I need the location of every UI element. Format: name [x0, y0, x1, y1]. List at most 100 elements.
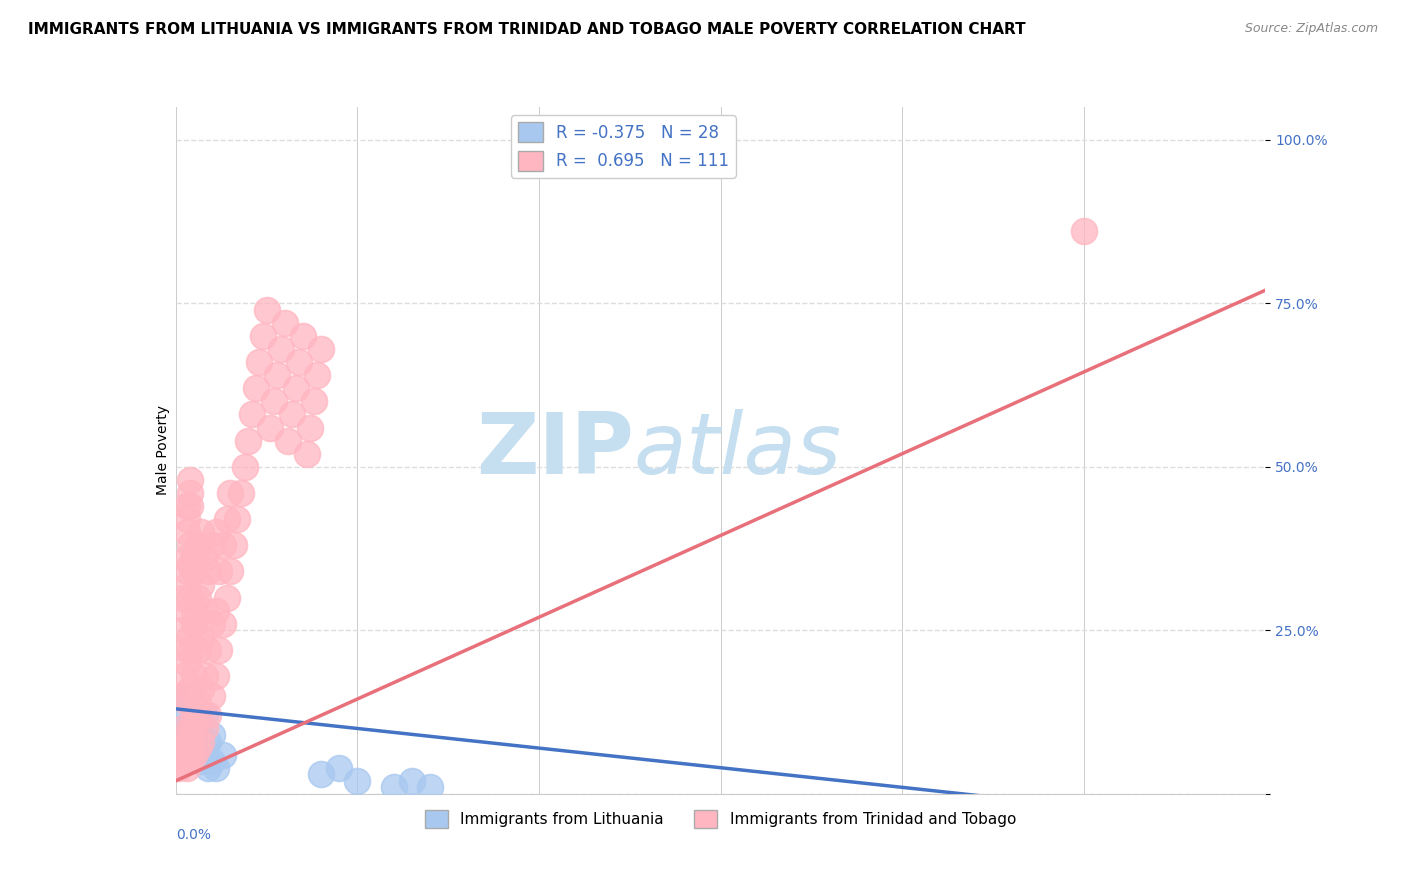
Text: Source: ZipAtlas.com: Source: ZipAtlas.com: [1244, 22, 1378, 36]
Point: [302, 394, 325, 409]
Point: [176, 577, 198, 591]
Point: [172, 722, 194, 736]
Point: [212, 538, 235, 552]
Point: [419, 780, 441, 795]
Point: [274, 316, 297, 330]
Point: [215, 512, 238, 526]
Point: [309, 767, 332, 781]
Point: [222, 538, 245, 552]
Point: [201, 754, 224, 768]
Point: [204, 604, 226, 618]
Point: [247, 355, 270, 369]
Point: [281, 408, 304, 422]
Point: [176, 525, 198, 540]
Point: [176, 643, 198, 657]
Point: [172, 747, 194, 762]
Point: [176, 728, 198, 742]
Point: [186, 591, 209, 605]
Point: [183, 604, 205, 618]
Point: [183, 722, 205, 736]
Point: [194, 747, 217, 762]
Point: [190, 525, 212, 540]
Point: [176, 565, 198, 579]
Point: [346, 773, 368, 788]
Point: [179, 689, 201, 703]
Point: [194, 551, 217, 566]
Point: [186, 538, 209, 552]
Point: [186, 695, 209, 709]
Point: [183, 551, 205, 566]
Point: [179, 486, 201, 500]
Point: [186, 538, 209, 552]
Point: [183, 616, 205, 631]
Point: [197, 708, 219, 723]
Point: [179, 473, 201, 487]
Point: [197, 761, 219, 775]
Point: [179, 499, 201, 513]
Point: [190, 577, 212, 591]
Point: [256, 302, 278, 317]
Point: [201, 728, 224, 742]
Point: [190, 682, 212, 697]
Text: IMMIGRANTS FROM LITHUANIA VS IMMIGRANTS FROM TRINIDAD AND TOBAGO MALE POVERTY CO: IMMIGRANTS FROM LITHUANIA VS IMMIGRANTS …: [28, 22, 1026, 37]
Text: atlas: atlas: [633, 409, 841, 492]
Point: [309, 342, 332, 356]
Point: [194, 708, 217, 723]
Point: [169, 708, 191, 723]
Point: [176, 695, 198, 709]
Point: [172, 591, 194, 605]
Point: [172, 722, 194, 736]
Legend: Immigrants from Lithuania, Immigrants from Trinidad and Tobago: Immigrants from Lithuania, Immigrants fr…: [419, 804, 1022, 834]
Point: [186, 708, 209, 723]
Point: [186, 741, 209, 756]
Point: [226, 512, 249, 526]
Point: [183, 714, 205, 729]
Point: [277, 434, 299, 448]
Point: [183, 741, 205, 756]
Text: 0.0%: 0.0%: [176, 828, 211, 842]
Point: [328, 761, 350, 775]
Point: [201, 689, 224, 703]
Point: [183, 669, 205, 683]
Point: [238, 434, 260, 448]
Point: [231, 486, 253, 500]
Point: [190, 734, 212, 748]
Point: [204, 525, 226, 540]
Point: [172, 624, 194, 638]
Point: [212, 747, 235, 762]
Point: [179, 754, 201, 768]
Point: [172, 747, 194, 762]
Point: [176, 604, 198, 618]
Point: [307, 368, 329, 383]
Point: [176, 551, 198, 566]
Point: [176, 734, 198, 748]
Point: [179, 643, 201, 657]
Point: [284, 381, 307, 395]
Point: [190, 728, 212, 742]
Point: [212, 616, 235, 631]
Point: [208, 565, 231, 579]
Point: [169, 761, 191, 775]
Point: [190, 754, 212, 768]
Point: [179, 538, 201, 552]
Point: [179, 682, 201, 697]
Point: [401, 773, 423, 788]
Point: [291, 329, 314, 343]
Point: [179, 630, 201, 644]
Point: [382, 780, 405, 795]
Point: [176, 761, 198, 775]
Point: [197, 565, 219, 579]
Point: [215, 591, 238, 605]
Point: [179, 558, 201, 572]
Point: [201, 616, 224, 631]
Point: [197, 734, 219, 748]
Point: [179, 734, 201, 748]
Point: [169, 734, 191, 748]
Point: [186, 722, 209, 736]
Point: [194, 604, 217, 618]
Point: [208, 643, 231, 657]
Y-axis label: Male Poverty: Male Poverty: [156, 406, 170, 495]
Point: [183, 565, 205, 579]
Point: [176, 695, 198, 709]
Point: [295, 447, 318, 461]
